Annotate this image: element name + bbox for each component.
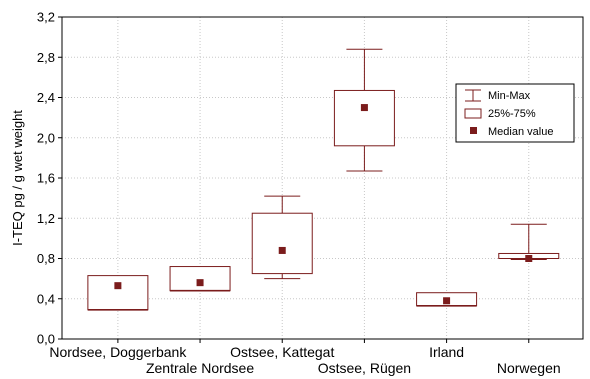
x-tick-label: Zentrale Nordsee xyxy=(146,360,254,376)
y-tick-label: 2,0 xyxy=(37,130,55,145)
x-tick-label: Ostsee, Kattegat xyxy=(230,344,334,360)
median-marker xyxy=(278,246,286,254)
quartile-box xyxy=(333,89,395,147)
legend: Min-Max 25%-75% Median value xyxy=(455,83,575,143)
median-marker xyxy=(525,255,533,262)
legend-label-minmax: Min-Max xyxy=(488,90,531,102)
quartile-box xyxy=(87,275,149,311)
box-4 xyxy=(333,48,395,172)
quartile-box xyxy=(169,266,231,292)
x-tick-label: Norwegen xyxy=(497,360,561,376)
median-marker xyxy=(443,297,451,305)
x-tick-label: Nordsee, Doggerbank xyxy=(49,344,187,360)
y-tick-label: 1,6 xyxy=(37,171,55,186)
quartile-box xyxy=(251,212,313,275)
median-marker xyxy=(360,104,368,112)
y-tick-label: 3,2 xyxy=(37,10,55,25)
y-tick-label: 1,2 xyxy=(37,211,55,226)
box-1 xyxy=(87,275,149,311)
box-6 xyxy=(498,223,560,262)
box-3 xyxy=(251,195,313,280)
y-axis-label: I-TEQ pg / g wet weight xyxy=(10,110,25,246)
y-tick-label: 2,8 xyxy=(37,50,55,65)
box-2 xyxy=(169,266,231,292)
y-tick-label: 0,4 xyxy=(37,291,55,306)
legend-median-symbol xyxy=(470,127,477,134)
y-axis: 0,0 0,4 0,8 1,2 1,6 2,0 2,4 2,8 3,2 xyxy=(37,10,62,347)
median-marker xyxy=(196,279,204,287)
box-5 xyxy=(416,292,478,307)
y-tick-label: 0,8 xyxy=(37,251,55,266)
boxes xyxy=(87,48,560,311)
y-tick-label: 2,4 xyxy=(37,90,55,105)
legend-label-quartile: 25%-75% xyxy=(488,108,536,120)
legend-quartile-symbol xyxy=(464,108,482,119)
legend-label-median: Median value xyxy=(488,126,553,138)
median-marker xyxy=(114,282,122,290)
y-tick-label: 0,0 xyxy=(37,332,55,347)
legend-minmax-symbol xyxy=(465,89,481,102)
x-tick-label: Ostsee, Rügen xyxy=(318,360,411,376)
x-tick-label: Irland xyxy=(429,344,464,360)
